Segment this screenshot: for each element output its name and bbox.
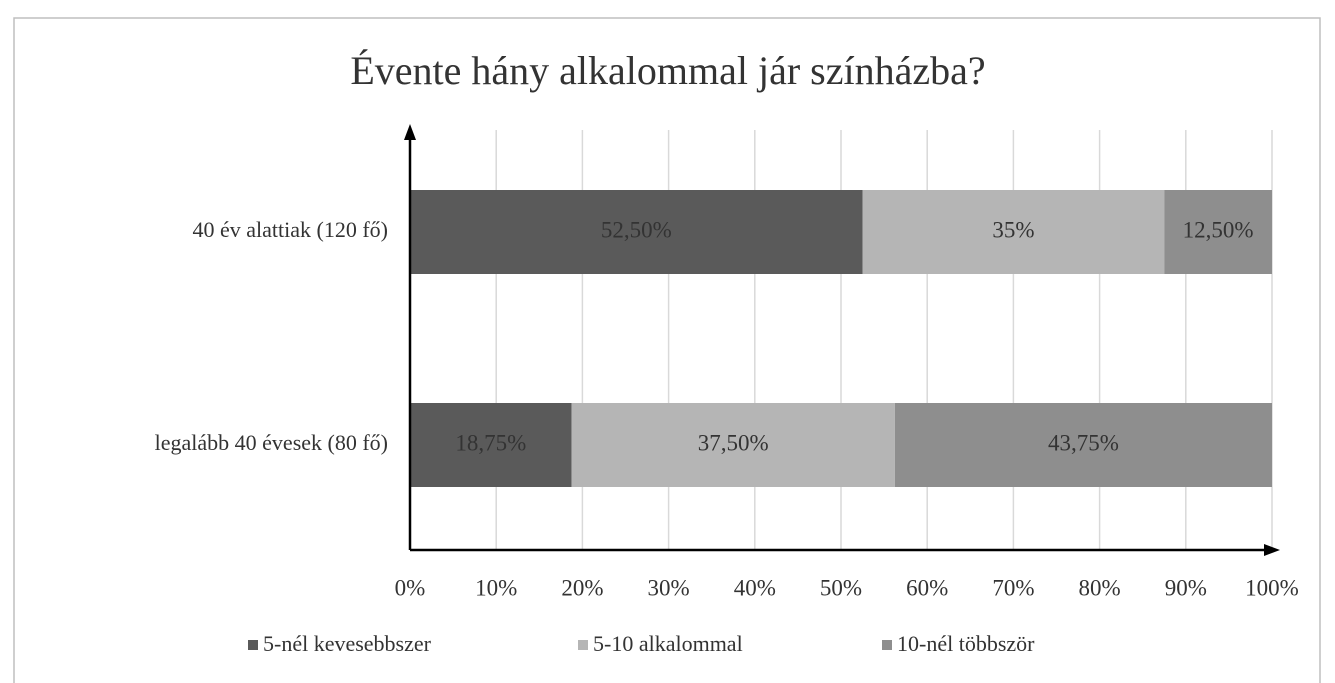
bar-segment bbox=[1164, 190, 1272, 274]
x-tick-label: 80% bbox=[1079, 575, 1121, 600]
data-label: 12,50% bbox=[1183, 217, 1254, 242]
legend-label: 5-nél kevesebbszer bbox=[263, 631, 432, 656]
bar-segment bbox=[894, 403, 1272, 487]
x-tick-label: 30% bbox=[648, 575, 690, 600]
bar-segment bbox=[571, 403, 895, 487]
data-label: 37,50% bbox=[698, 430, 769, 455]
x-tick-label: 10% bbox=[475, 575, 517, 600]
chart-title: Évente hány alkalommal jár színházba? bbox=[350, 48, 985, 93]
y-tick-label: 40 év alattiak (120 fő) bbox=[193, 217, 389, 242]
legend-swatch bbox=[882, 640, 892, 650]
data-label: 52,50% bbox=[601, 217, 672, 242]
x-tick-label: 60% bbox=[906, 575, 948, 600]
bar-segment bbox=[862, 190, 1165, 274]
x-tick-label: 90% bbox=[1165, 575, 1207, 600]
data-label: 35% bbox=[992, 217, 1034, 242]
x-tick-label: 100% bbox=[1245, 575, 1299, 600]
bars bbox=[410, 190, 1272, 487]
legend-label: 10-nél többször bbox=[897, 631, 1035, 656]
x-tick-label: 20% bbox=[561, 575, 603, 600]
legend-swatch bbox=[248, 640, 258, 650]
x-tick-label: 0% bbox=[395, 575, 426, 600]
x-tick-label: 40% bbox=[734, 575, 776, 600]
y-axis-arrow bbox=[404, 124, 416, 140]
bar-segment bbox=[410, 190, 863, 274]
data-label: 43,75% bbox=[1048, 430, 1119, 455]
legend-label: 5-10 alkalommal bbox=[593, 631, 743, 656]
x-tick-label: 50% bbox=[820, 575, 862, 600]
bar-segment bbox=[410, 403, 572, 487]
y-tick-label: legalább 40 évesek (80 fő) bbox=[155, 430, 388, 455]
x-axis-arrow bbox=[1264, 544, 1280, 556]
legend-swatch bbox=[578, 640, 588, 650]
x-tick-label: 70% bbox=[992, 575, 1034, 600]
chart-frame bbox=[13, 17, 1321, 683]
data-label: 18,75% bbox=[455, 430, 526, 455]
